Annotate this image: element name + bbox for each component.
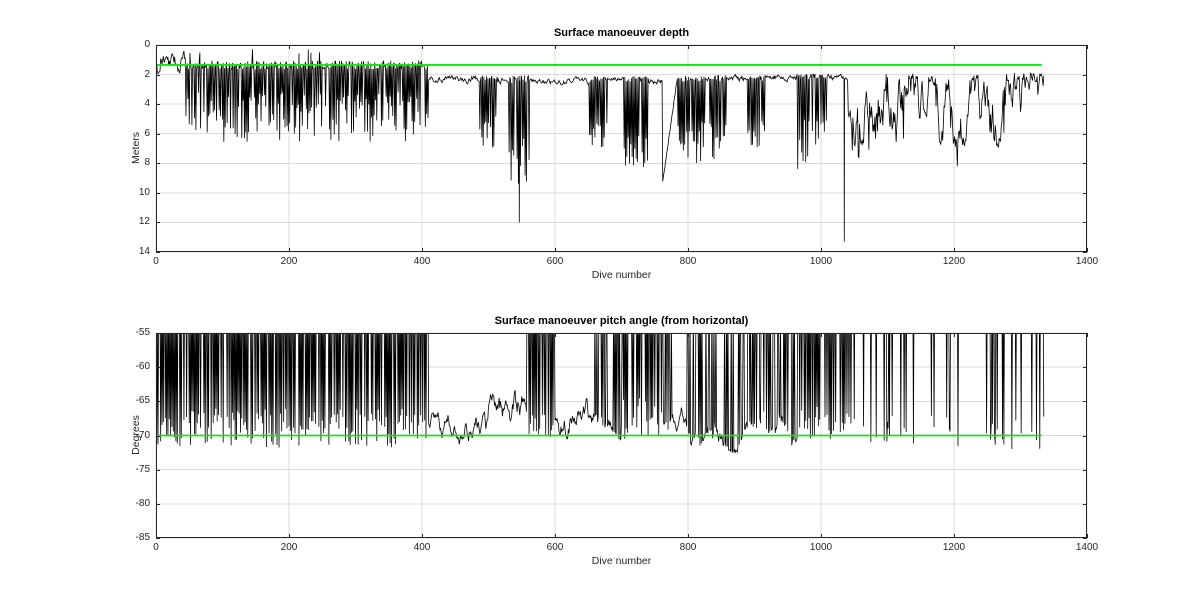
y-tick-label: 4 <box>144 98 150 110</box>
x-tick-label: 600 <box>546 542 564 553</box>
x-tick-label: 1000 <box>809 256 833 267</box>
x-tick-label: 1400 <box>1075 256 1099 267</box>
y-tick-label: 14 <box>138 246 150 257</box>
pitch-x-axis-label: Dive number <box>591 555 652 567</box>
axes-frame <box>156 333 1087 538</box>
y-tick-label: -55 <box>135 327 150 338</box>
y-tick-label: -65 <box>135 395 150 407</box>
y-tick-label: 6 <box>144 127 150 139</box>
y-tick-label: -70 <box>135 429 150 441</box>
x-tick-label: 400 <box>413 256 431 267</box>
depth-x-axis-label: Dive number <box>591 269 652 281</box>
data-series-line <box>156 333 1045 454</box>
pitch-chart-title: Surface manoeuver pitch angle (from hori… <box>494 315 749 327</box>
y-tick-label: 8 <box>144 157 150 169</box>
x-tick-label: 200 <box>280 542 298 553</box>
x-tick-label: 1200 <box>942 256 966 267</box>
y-tick-label: -85 <box>135 532 150 543</box>
y-tick-label: -80 <box>135 497 150 509</box>
y-tick-label: -60 <box>135 361 150 373</box>
x-tick-label: 600 <box>546 256 564 267</box>
x-tick-label: 0 <box>153 256 159 267</box>
x-tick-label: 800 <box>679 542 697 553</box>
x-tick-label: 1400 <box>1075 542 1099 553</box>
y-tick-label: 12 <box>138 216 150 228</box>
y-tick-label: 2 <box>144 68 150 80</box>
x-tick-label: 400 <box>413 542 431 553</box>
x-tick-label: 1200 <box>942 542 966 553</box>
y-tick-label: 10 <box>138 186 150 198</box>
y-tick-label: -75 <box>135 463 150 475</box>
x-tick-label: 800 <box>679 256 697 267</box>
depth-chart-title: Surface manoeuver depth <box>553 27 690 39</box>
x-tick-label: 1000 <box>809 542 833 553</box>
x-tick-label: 200 <box>280 256 298 267</box>
y-tick-label: 0 <box>144 39 150 50</box>
x-tick-label: 0 <box>153 542 159 553</box>
